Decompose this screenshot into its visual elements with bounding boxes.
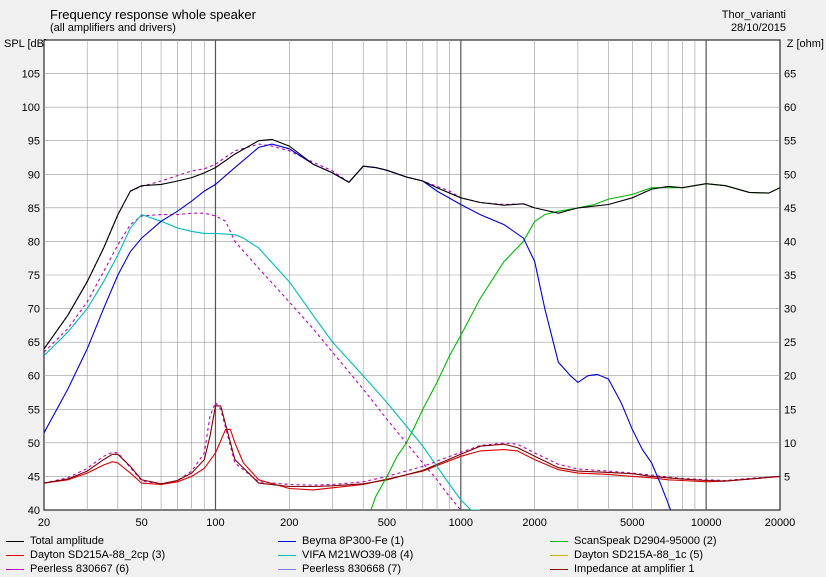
legend-item: Dayton SD215A-88_1c (5) (550, 548, 703, 562)
legend-swatch (6, 540, 24, 542)
y2-axis-label: Z [ohm] (786, 38, 824, 50)
series-line-vifa (44, 213, 481, 510)
legend-swatch (550, 568, 568, 570)
x-tick-label: 1000 (449, 517, 473, 529)
legend-label: Peerless 830668 (7) (302, 563, 402, 575)
y-tick-label: 80 (28, 236, 40, 248)
legend-item: ScanSpeak D2904-95000 (2) (550, 534, 716, 548)
series-line-impedance (44, 405, 780, 488)
legend-item: Impedance at amplifier 1 (550, 562, 694, 576)
y-tick-label: 70 (28, 304, 40, 316)
legend-swatch (550, 554, 568, 556)
y2-tick-label: 30 (784, 304, 796, 316)
y-tick-label: 95 (28, 136, 40, 148)
y2-tick-label: 20 (784, 371, 796, 383)
series-line-total (44, 138, 780, 350)
y-tick-label: 40 (28, 505, 40, 517)
y2-tick-label: 15 (784, 404, 796, 416)
y2-tick-label: 45 (784, 203, 796, 215)
y-axis-label: SPL [dB] (4, 38, 48, 50)
legend-swatch (6, 554, 24, 556)
series-line-dayton_cp (44, 428, 780, 491)
x-tick-label: 100 (206, 517, 224, 529)
frequency-response-chart: 40 45 50 55 60 65 70 75 80 85 90 95 100 105 5 10 15 20 25 3… (22, 39, 796, 529)
y-tick-label: 85 (28, 203, 40, 215)
legend-item: Peerless 830667 (6) (6, 562, 129, 576)
legend-label: Beyma 8P300-Fe (1) (302, 535, 405, 547)
project-date: 28/10/2015 (730, 22, 786, 34)
y2-tick-label: 55 (784, 136, 796, 148)
y-tick-label: 65 (28, 337, 40, 349)
legend-swatch (278, 540, 296, 542)
legend-label: Impedance at amplifier 1 (574, 563, 695, 575)
y-tick-label: 50 (28, 438, 40, 450)
x-tick-label: 10000 (691, 517, 722, 529)
x-tick-label: 5000 (620, 517, 644, 529)
legend-item: Total amplitude (6, 534, 104, 548)
chart-legend: Total amplitude Beyma 8P300-Fe (1) ScanSpe… (0, 530, 826, 577)
legend-item: Peerless 830668 (7) (278, 562, 401, 576)
y2-tick-label: 25 (784, 337, 796, 349)
y-tick-label: 60 (28, 371, 40, 383)
y-tick-label: 90 (28, 169, 40, 181)
legend-label: ScanSpeak D2904-95000 (2) (574, 535, 717, 547)
legend-label: Peerless 830667 (6) (30, 563, 130, 575)
y2-tick-label: 60 (784, 102, 796, 114)
x-tick-label: 500 (378, 517, 396, 529)
project-info: Thor_varianti 28/10/2015 (722, 9, 786, 35)
legend-item: VIFA M21WO39-08 (4) (278, 548, 413, 562)
y2-tick-label: 50 (784, 169, 796, 181)
legend-item: Dayton SD215A-88_2cp (3) (6, 548, 165, 562)
x-tick-label: 200 (280, 517, 298, 529)
legend-label: Total amplitude (30, 535, 104, 547)
y2-tick-label: 40 (784, 236, 796, 248)
legend-label: Dayton SD215A-88_2cp (3) (30, 549, 166, 561)
y-tick-label: 100 (22, 102, 40, 114)
x-tick-label: 2000 (522, 517, 546, 529)
legend-swatch (550, 540, 568, 542)
y2-tick-label: 5 (784, 471, 790, 483)
chart-subtitle: (all amplifiers and drivers) (50, 22, 176, 34)
legend-label: Dayton SD215A-88_1c (5) (574, 549, 704, 561)
y-tick-label: 45 (28, 471, 40, 483)
y2-tick-label: 10 (784, 438, 796, 450)
y-tick-label: 75 (28, 270, 40, 282)
legend-swatch (278, 554, 296, 556)
series-line-impedance_dashed (44, 401, 780, 486)
y-tick-label: 105 (22, 69, 40, 81)
chart-title: Frequency response whole speaker (50, 7, 256, 22)
legend-swatch (278, 568, 296, 570)
project-name: Thor_varianti (721, 9, 786, 21)
y2-tick-label: 35 (784, 270, 796, 282)
x-tick-label: 20000 (765, 517, 796, 529)
y-tick-label: 55 (28, 404, 40, 416)
legend-swatch (6, 568, 24, 570)
legend-label: VIFA M21WO39-08 (4) (302, 549, 414, 561)
x-tick-label: 50 (136, 517, 148, 529)
y2-tick-label: 65 (784, 69, 796, 81)
legend-item: Beyma 8P300-Fe (1) (278, 534, 404, 548)
x-tick-label: 20 (38, 517, 50, 529)
